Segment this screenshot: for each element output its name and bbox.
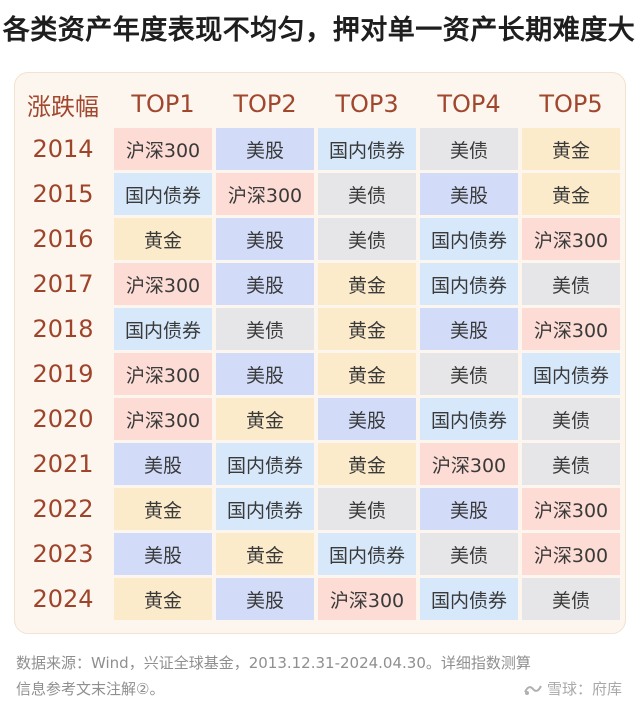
cell-2024-top2: 美股 (216, 578, 314, 620)
header-change-label: 涨跌幅 (27, 92, 99, 121)
cell-2017-top3: 黄金 (318, 263, 416, 305)
cell-2024-top5: 美债 (522, 578, 620, 620)
cell-2022-top4: 美股 (420, 488, 518, 530)
cell-2020-top1: 沪深300 (114, 398, 212, 440)
cell-2023-top3: 国内债券 (318, 533, 416, 575)
cell-2015-top4: 美股 (420, 173, 518, 215)
header-top2: TOP2 (233, 90, 297, 118)
cell-2019-top1: 沪深300 (114, 353, 212, 395)
year-label-2014: 2014 (32, 135, 94, 163)
watermark-text: 雪球：府库 (546, 680, 622, 698)
header-top3: TOP3 (335, 90, 399, 118)
cell-2016-top4: 国内债券 (420, 218, 518, 260)
cell-2023-top5: 沪深300 (522, 533, 620, 575)
cell-2022-top1: 黄金 (114, 488, 212, 530)
cell-2015-top2: 沪深300 (216, 173, 314, 215)
year-label-2015: 2015 (32, 180, 94, 208)
page-title: 各类资产年度表现不均匀，押对单一资产长期难度大 (2, 15, 636, 46)
cell-2020-top4: 国内债券 (420, 398, 518, 440)
year-label-2020: 2020 (32, 405, 94, 433)
cell-2014-top4: 美债 (420, 128, 518, 170)
source-note-line-2: 信息参考文末注解②。 (16, 680, 165, 698)
cell-2018-top2: 美债 (216, 308, 314, 350)
cell-2021-top3: 黄金 (318, 443, 416, 485)
watermark: 雪球：府库 (523, 678, 622, 699)
cell-2015-top3: 美债 (318, 173, 416, 215)
cell-2018-top4: 美股 (420, 308, 518, 350)
cell-2016-top5: 沪深300 (522, 218, 620, 260)
cell-2023-top4: 美债 (420, 533, 518, 575)
cell-2018-top3: 黄金 (318, 308, 416, 350)
year-label-2022: 2022 (32, 495, 94, 523)
xueqiu-logo-icon (524, 685, 542, 695)
cell-2015-top1: 国内债券 (114, 173, 212, 215)
cell-2016-top2: 美股 (216, 218, 314, 260)
header-top5: TOP5 (539, 90, 603, 118)
cell-2014-top2: 美股 (216, 128, 314, 170)
cell-2019-top3: 黄金 (318, 353, 416, 395)
cell-2022-top3: 美债 (318, 488, 416, 530)
cell-2020-top3: 美股 (318, 398, 416, 440)
cell-2021-top5: 美债 (522, 443, 620, 485)
source-note-line-1: 数据来源：Wind，兴证全球基金，2013.12.31-2024.04.30。详… (16, 654, 531, 672)
cell-2021-top4: 沪深300 (420, 443, 518, 485)
cell-2023-top1: 美股 (114, 533, 212, 575)
header-top4: TOP4 (437, 90, 501, 118)
cell-2019-top2: 美股 (216, 353, 314, 395)
cell-2017-top2: 美股 (216, 263, 314, 305)
cell-2014-top5: 黄金 (522, 128, 620, 170)
cell-2014-top1: 沪深300 (114, 128, 212, 170)
cell-2023-top2: 黄金 (216, 533, 314, 575)
cell-2022-top5: 沪深300 (522, 488, 620, 530)
cell-2018-top5: 沪深300 (522, 308, 620, 350)
ranking-table: 涨跌幅 TOP1 TOP2 TOP3 TOP4 TOP5 2014 沪深300 美股 国内债券 美债… (16, 80, 620, 623)
year-label-2021: 2021 (32, 450, 94, 478)
year-label-2019: 2019 (32, 360, 94, 388)
year-label-2024: 2024 (32, 585, 94, 613)
year-label-2018: 2018 (32, 315, 94, 343)
cell-2024-top3: 沪深300 (318, 578, 416, 620)
cell-2015-top5: 黄金 (522, 173, 620, 215)
header-top1: TOP1 (131, 90, 195, 118)
cell-2020-top2: 黄金 (216, 398, 314, 440)
cell-2016-top3: 美债 (318, 218, 416, 260)
cell-2020-top5: 美债 (522, 398, 620, 440)
cell-2019-top4: 美债 (420, 353, 518, 395)
source-note: 数据来源：Wind，兴证全球基金，2013.12.31-2024.04.30。详… (16, 650, 626, 702)
year-label-2016: 2016 (32, 225, 94, 253)
cell-2017-top1: 沪深300 (114, 263, 212, 305)
cell-2018-top1: 国内债券 (114, 308, 212, 350)
cell-2021-top2: 国内债券 (216, 443, 314, 485)
cell-2021-top1: 美股 (114, 443, 212, 485)
cell-2022-top2: 国内债券 (216, 488, 314, 530)
cell-2016-top1: 黄金 (114, 218, 212, 260)
cell-2019-top5: 国内债券 (522, 353, 620, 395)
cell-2017-top4: 国内债券 (420, 263, 518, 305)
cell-2014-top3: 国内债券 (318, 128, 416, 170)
cell-2017-top5: 美债 (522, 263, 620, 305)
year-label-2017: 2017 (32, 270, 94, 298)
year-label-2023: 2023 (32, 540, 94, 568)
cell-2024-top1: 黄金 (114, 578, 212, 620)
cell-2024-top4: 国内债券 (420, 578, 518, 620)
